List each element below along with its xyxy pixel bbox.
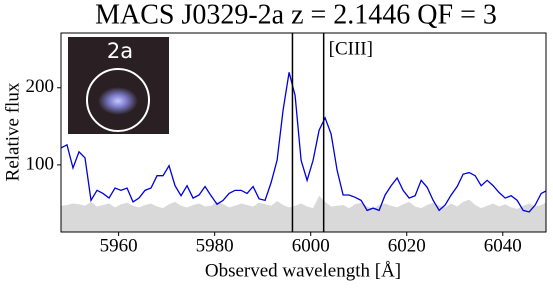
- x-tick-label: 6040: [484, 235, 522, 256]
- x-tick-label: 6020: [388, 235, 426, 256]
- inset-background: [68, 37, 169, 134]
- y-tick-label: 100: [26, 153, 55, 174]
- inset-image: 2a: [68, 37, 169, 134]
- x-axis-label: Observed wavelength [Å]: [205, 260, 401, 281]
- inset-aperture: [86, 68, 150, 132]
- x-tick-label: 6000: [292, 235, 330, 256]
- inset-label: 2a: [107, 39, 133, 63]
- line-annotation: [CIII]: [329, 38, 373, 59]
- noise-area: [61, 195, 546, 232]
- x-tick-label: 5960: [100, 235, 138, 256]
- spectrum-line: [61, 72, 546, 213]
- inset-galaxy: [98, 87, 138, 115]
- plot-area: [61, 72, 546, 232]
- axes-frame: [60, 32, 547, 233]
- y-tick-label: 200: [26, 76, 55, 97]
- chart-title: MACS J0329-2a z = 2.1446 QF = 3: [95, 0, 497, 30]
- x-tick-label: 5980: [196, 235, 234, 256]
- y-axis-label: Relative flux: [2, 82, 23, 181]
